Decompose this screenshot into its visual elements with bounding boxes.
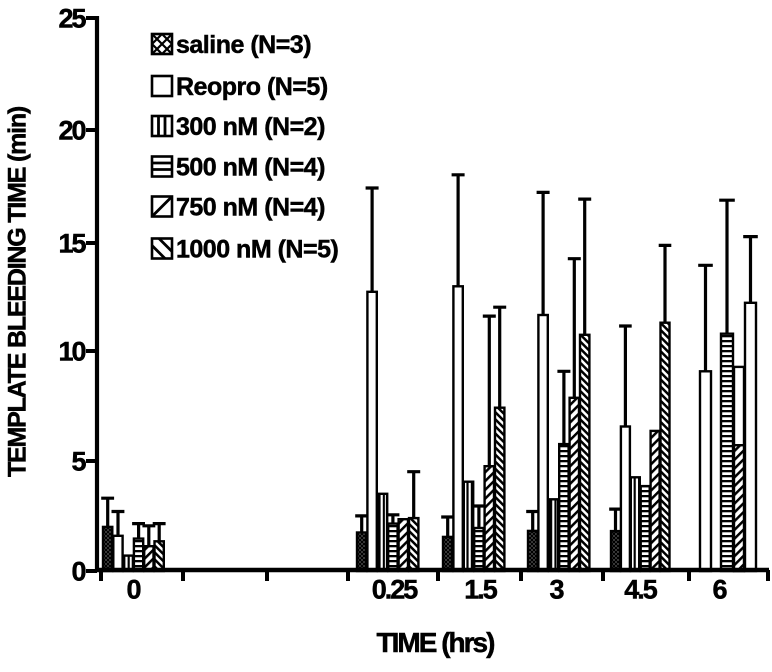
- svg-text:500 nM (N=4): 500 nM (N=4): [176, 154, 325, 182]
- svg-text:1000 nM (N=5): 1000 nM (N=5): [176, 236, 338, 264]
- svg-text:25: 25: [58, 4, 86, 34]
- svg-text:4.5: 4.5: [624, 575, 658, 605]
- svg-text:10: 10: [58, 337, 85, 367]
- svg-text:6: 6: [712, 575, 727, 605]
- svg-text:15: 15: [58, 229, 86, 259]
- svg-text:TEMPLATE BLEEDING TIME (min): TEMPLATE BLEEDING TIME (min): [4, 106, 32, 477]
- svg-text:5: 5: [71, 447, 86, 477]
- svg-text:300 nM (N=2): 300 nM (N=2): [176, 113, 325, 141]
- svg-text:Reopro (N=5): Reopro (N=5): [176, 73, 328, 101]
- svg-text:TIME (hrs): TIME (hrs): [377, 627, 495, 658]
- svg-text:1.5: 1.5: [464, 575, 498, 605]
- svg-text:750 nM (N=4): 750 nM (N=4): [176, 194, 325, 222]
- svg-text:3: 3: [549, 575, 564, 605]
- svg-text:20: 20: [58, 116, 85, 146]
- svg-text:0.25: 0.25: [372, 575, 419, 605]
- svg-text:0: 0: [71, 557, 85, 587]
- svg-text:saline (N=3): saline (N=3): [176, 31, 311, 59]
- svg-text:0: 0: [126, 575, 140, 605]
